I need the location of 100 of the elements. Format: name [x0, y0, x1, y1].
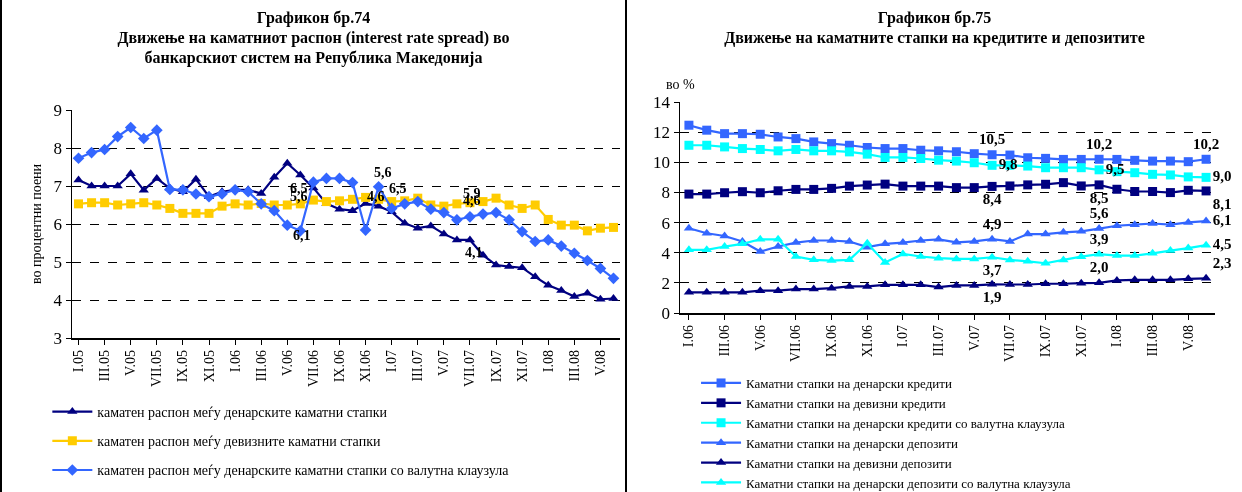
- point: [504, 200, 514, 210]
- point: [1129, 275, 1140, 283]
- point: [809, 137, 819, 147]
- point: [543, 214, 553, 224]
- x-tick-label: VII.07: [462, 350, 478, 388]
- point: [702, 189, 712, 199]
- point: [1148, 156, 1158, 166]
- point: [880, 179, 890, 189]
- point: [125, 169, 136, 177]
- x-tick-label: III.08: [566, 350, 582, 382]
- point: [720, 188, 730, 198]
- point: [607, 272, 620, 285]
- point: [1165, 275, 1176, 283]
- point: [701, 245, 712, 253]
- point: [1183, 172, 1193, 182]
- x-tick-label: I.07: [895, 325, 911, 348]
- legend-label: каматен распон меѓу денарските каматни стапки: [97, 405, 388, 421]
- point: [1183, 157, 1193, 167]
- point: [1183, 243, 1194, 251]
- point: [516, 225, 528, 238]
- point: [346, 176, 359, 189]
- point: [701, 287, 712, 295]
- point: [517, 203, 527, 213]
- y-tick-label: 6: [661, 213, 671, 233]
- point: [1094, 180, 1104, 190]
- point: [503, 213, 515, 226]
- legend-label: Каматни стапки на денарски кредити: [746, 376, 952, 392]
- x-tick-label: I.05: [71, 350, 87, 373]
- annotation: 6,1: [293, 228, 311, 243]
- point: [1165, 170, 1175, 180]
- point: [898, 181, 908, 191]
- y-tick-label: 4: [53, 290, 63, 310]
- point: [1201, 172, 1211, 182]
- point: [1094, 165, 1104, 175]
- point: [1130, 155, 1140, 165]
- point: [150, 124, 163, 136]
- x-tick-label: V.08: [592, 350, 608, 376]
- point: [1058, 279, 1069, 287]
- legend-label: каматен распон меѓу девизните каматни стапки: [97, 434, 381, 450]
- point: [951, 280, 962, 288]
- point: [951, 254, 962, 262]
- point: [242, 185, 254, 198]
- point: [1058, 178, 1068, 188]
- point: [555, 240, 568, 252]
- point: [844, 181, 854, 191]
- point: [987, 181, 997, 191]
- point: [737, 144, 747, 154]
- y-axis-title: во процентни поени: [29, 163, 45, 285]
- point: [809, 146, 819, 156]
- point: [755, 144, 765, 154]
- point: [898, 144, 908, 154]
- point: [1058, 255, 1069, 263]
- chart-title: Графикон бр.74: [255, 8, 372, 28]
- chart-title: Графикон бр.75: [876, 8, 993, 28]
- x-tick-label: XI.06: [358, 350, 374, 383]
- x-tick-label: IX.06: [824, 325, 840, 358]
- point: [702, 140, 712, 150]
- point: [126, 199, 136, 209]
- x-tick-label: III.07: [410, 350, 426, 382]
- point: [737, 187, 747, 197]
- x-tick-label: I.08: [540, 350, 556, 373]
- x-tick-label: I.08: [1109, 325, 1125, 348]
- point: [1183, 274, 1194, 282]
- point: [809, 184, 819, 194]
- point: [1148, 187, 1158, 197]
- point: [581, 254, 594, 267]
- legend-label: Каматни стапки на девизни кредити: [746, 395, 946, 411]
- point: [1112, 154, 1122, 164]
- x-tick-label: III.05: [97, 350, 113, 382]
- point: [269, 172, 280, 180]
- annotation: 5,6: [374, 165, 392, 180]
- point: [934, 181, 944, 191]
- point: [969, 236, 980, 244]
- y-tick-label: 7: [53, 176, 63, 196]
- x-tick-label: VII.06: [305, 350, 321, 388]
- x-tick-label: XI.07: [1073, 325, 1089, 358]
- point: [791, 144, 801, 154]
- point: [530, 200, 540, 210]
- point: [969, 149, 979, 159]
- point: [773, 146, 783, 156]
- point: [684, 189, 694, 199]
- point: [451, 213, 463, 226]
- point: [915, 251, 926, 259]
- y-tick-label: 10: [653, 153, 671, 173]
- point: [755, 234, 766, 242]
- point: [152, 200, 162, 210]
- point: [1147, 248, 1158, 256]
- point: [1023, 161, 1033, 171]
- data-label: 5,6: [1089, 205, 1109, 222]
- data-label: 10,2: [1192, 135, 1220, 152]
- point: [281, 219, 294, 231]
- point: [684, 120, 694, 130]
- point: [1147, 275, 1158, 283]
- y-tick-label: 8: [661, 183, 671, 203]
- point: [490, 206, 502, 219]
- legend-label: Каматни стапки на денарски депозити: [746, 435, 958, 451]
- point: [951, 156, 961, 166]
- point: [74, 199, 84, 209]
- annotation: 6,5: [389, 181, 407, 196]
- point: [307, 176, 320, 189]
